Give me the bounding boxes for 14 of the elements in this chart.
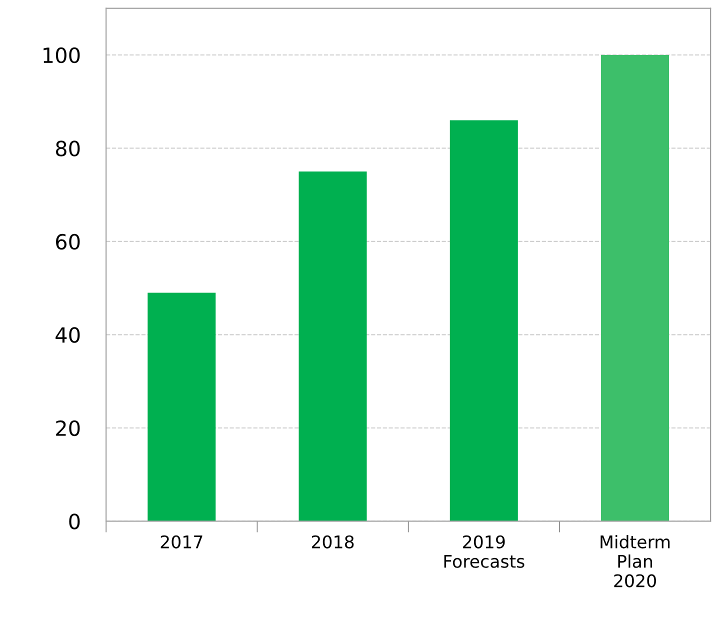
bar — [450, 120, 518, 522]
y-tick-label: 80 — [56, 140, 80, 156]
x-tick-label: Midterm Plan 2020 — [600, 535, 670, 588]
y-tick-label: 0 — [69, 514, 80, 530]
x-tick-label: 2018 — [312, 535, 354, 548]
bar — [298, 171, 367, 522]
y-tick-label: 60 — [56, 234, 80, 250]
x-tick-label: 2019 Forecasts — [444, 535, 524, 568]
bar — [601, 54, 670, 522]
y-tick-label: 100 — [44, 47, 80, 64]
bar — [148, 292, 216, 522]
y-tick-label: 20 — [56, 420, 80, 436]
x-tick-label: 2017 — [160, 535, 202, 548]
y-tick-label: 40 — [56, 327, 80, 343]
